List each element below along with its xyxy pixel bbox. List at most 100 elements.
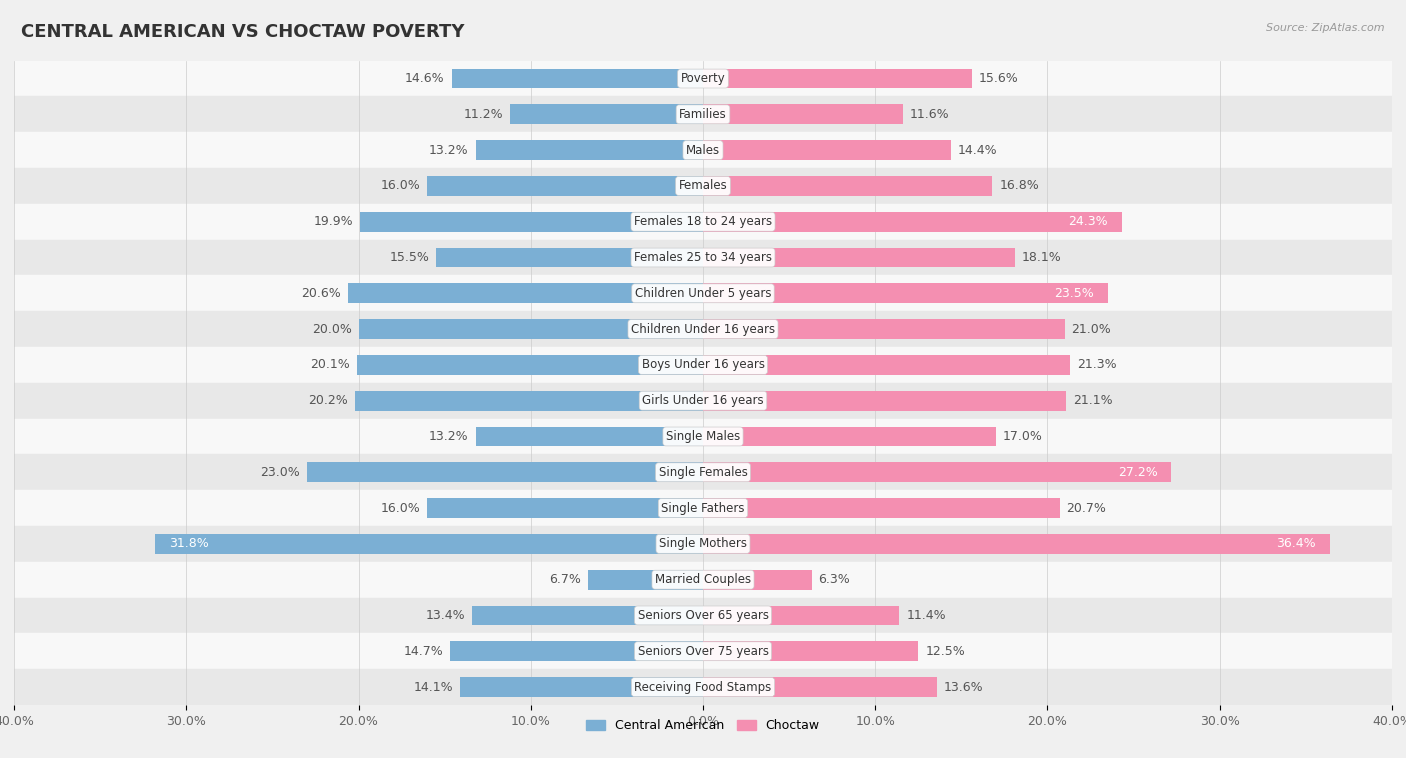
Text: 17.0%: 17.0% (1002, 430, 1043, 443)
Text: 14.1%: 14.1% (413, 681, 453, 694)
Text: Poverty: Poverty (681, 72, 725, 85)
Bar (703, 498, 1060, 518)
Bar (436, 248, 703, 268)
Text: CENTRAL AMERICAN VS CHOCTAW POVERTY: CENTRAL AMERICAN VS CHOCTAW POVERTY (21, 23, 464, 41)
Bar (451, 69, 703, 89)
Bar (349, 283, 703, 303)
Text: 18.1%: 18.1% (1022, 251, 1062, 264)
Bar (359, 319, 703, 339)
Bar (14, 383, 1392, 418)
Text: Boys Under 16 years: Boys Under 16 years (641, 359, 765, 371)
Bar (357, 355, 703, 374)
Text: Children Under 5 years: Children Under 5 years (634, 287, 772, 300)
Text: Source: ZipAtlas.com: Source: ZipAtlas.com (1267, 23, 1385, 33)
Bar (14, 597, 1392, 634)
Bar (703, 69, 972, 89)
Bar (703, 212, 1122, 231)
Text: 11.4%: 11.4% (907, 609, 946, 622)
Bar (427, 498, 703, 518)
Text: 16.0%: 16.0% (381, 180, 420, 193)
Text: 19.9%: 19.9% (314, 215, 353, 228)
Bar (14, 240, 1392, 275)
Text: Males: Males (686, 143, 720, 157)
Text: 20.1%: 20.1% (311, 359, 350, 371)
Bar (450, 641, 703, 661)
Bar (703, 462, 1171, 482)
Bar (703, 283, 1108, 303)
Text: 23.0%: 23.0% (260, 465, 299, 479)
Bar (14, 347, 1392, 383)
Text: Single Fathers: Single Fathers (661, 502, 745, 515)
Text: 21.0%: 21.0% (1071, 323, 1111, 336)
Bar (588, 570, 703, 590)
Bar (475, 140, 703, 160)
Bar (703, 641, 918, 661)
Text: 23.5%: 23.5% (1054, 287, 1094, 300)
Text: 6.7%: 6.7% (548, 573, 581, 586)
Legend: Central American, Choctaw: Central American, Choctaw (581, 714, 825, 738)
Bar (155, 534, 703, 553)
Text: 24.3%: 24.3% (1069, 215, 1108, 228)
Text: 15.5%: 15.5% (389, 251, 429, 264)
Text: 12.5%: 12.5% (925, 645, 965, 658)
Bar (510, 105, 703, 124)
Bar (703, 391, 1066, 411)
Text: 11.2%: 11.2% (464, 108, 503, 121)
Text: 31.8%: 31.8% (169, 537, 209, 550)
Bar (360, 212, 703, 231)
Text: Single Males: Single Males (666, 430, 740, 443)
Bar (14, 562, 1392, 597)
Text: Seniors Over 75 years: Seniors Over 75 years (637, 645, 769, 658)
Bar (14, 61, 1392, 96)
Text: 36.4%: 36.4% (1277, 537, 1316, 550)
Text: 13.2%: 13.2% (429, 143, 468, 157)
Bar (703, 176, 993, 196)
Text: 13.2%: 13.2% (429, 430, 468, 443)
Text: 13.4%: 13.4% (426, 609, 465, 622)
Text: 11.6%: 11.6% (910, 108, 949, 121)
Text: Females 25 to 34 years: Females 25 to 34 years (634, 251, 772, 264)
Bar (427, 176, 703, 196)
Text: 20.0%: 20.0% (312, 323, 352, 336)
Bar (14, 312, 1392, 347)
Text: Females 18 to 24 years: Females 18 to 24 years (634, 215, 772, 228)
Bar (14, 168, 1392, 204)
Text: Girls Under 16 years: Girls Under 16 years (643, 394, 763, 407)
Bar (703, 570, 811, 590)
Bar (14, 669, 1392, 705)
Text: Single Females: Single Females (658, 465, 748, 479)
Text: 16.8%: 16.8% (1000, 180, 1039, 193)
Text: 14.4%: 14.4% (957, 143, 997, 157)
Text: Receiving Food Stamps: Receiving Food Stamps (634, 681, 772, 694)
Bar (703, 140, 950, 160)
Bar (703, 105, 903, 124)
Bar (703, 355, 1070, 374)
Bar (14, 204, 1392, 240)
Text: 21.1%: 21.1% (1073, 394, 1114, 407)
Text: Children Under 16 years: Children Under 16 years (631, 323, 775, 336)
Bar (703, 606, 900, 625)
Text: 15.6%: 15.6% (979, 72, 1018, 85)
Text: 20.7%: 20.7% (1066, 502, 1107, 515)
Bar (14, 526, 1392, 562)
Bar (14, 634, 1392, 669)
Text: 27.2%: 27.2% (1118, 465, 1157, 479)
Bar (475, 427, 703, 446)
Text: Married Couples: Married Couples (655, 573, 751, 586)
Text: Single Mothers: Single Mothers (659, 537, 747, 550)
Bar (14, 132, 1392, 168)
Bar (703, 534, 1330, 553)
Bar (703, 319, 1064, 339)
Bar (14, 418, 1392, 454)
Text: Females: Females (679, 180, 727, 193)
Text: 20.2%: 20.2% (308, 394, 349, 407)
Text: 6.3%: 6.3% (818, 573, 851, 586)
Bar (703, 248, 1015, 268)
Bar (14, 96, 1392, 132)
Text: Families: Families (679, 108, 727, 121)
Text: 13.6%: 13.6% (945, 681, 984, 694)
Bar (14, 490, 1392, 526)
Bar (356, 391, 703, 411)
Text: 20.6%: 20.6% (301, 287, 342, 300)
Bar (703, 677, 938, 697)
